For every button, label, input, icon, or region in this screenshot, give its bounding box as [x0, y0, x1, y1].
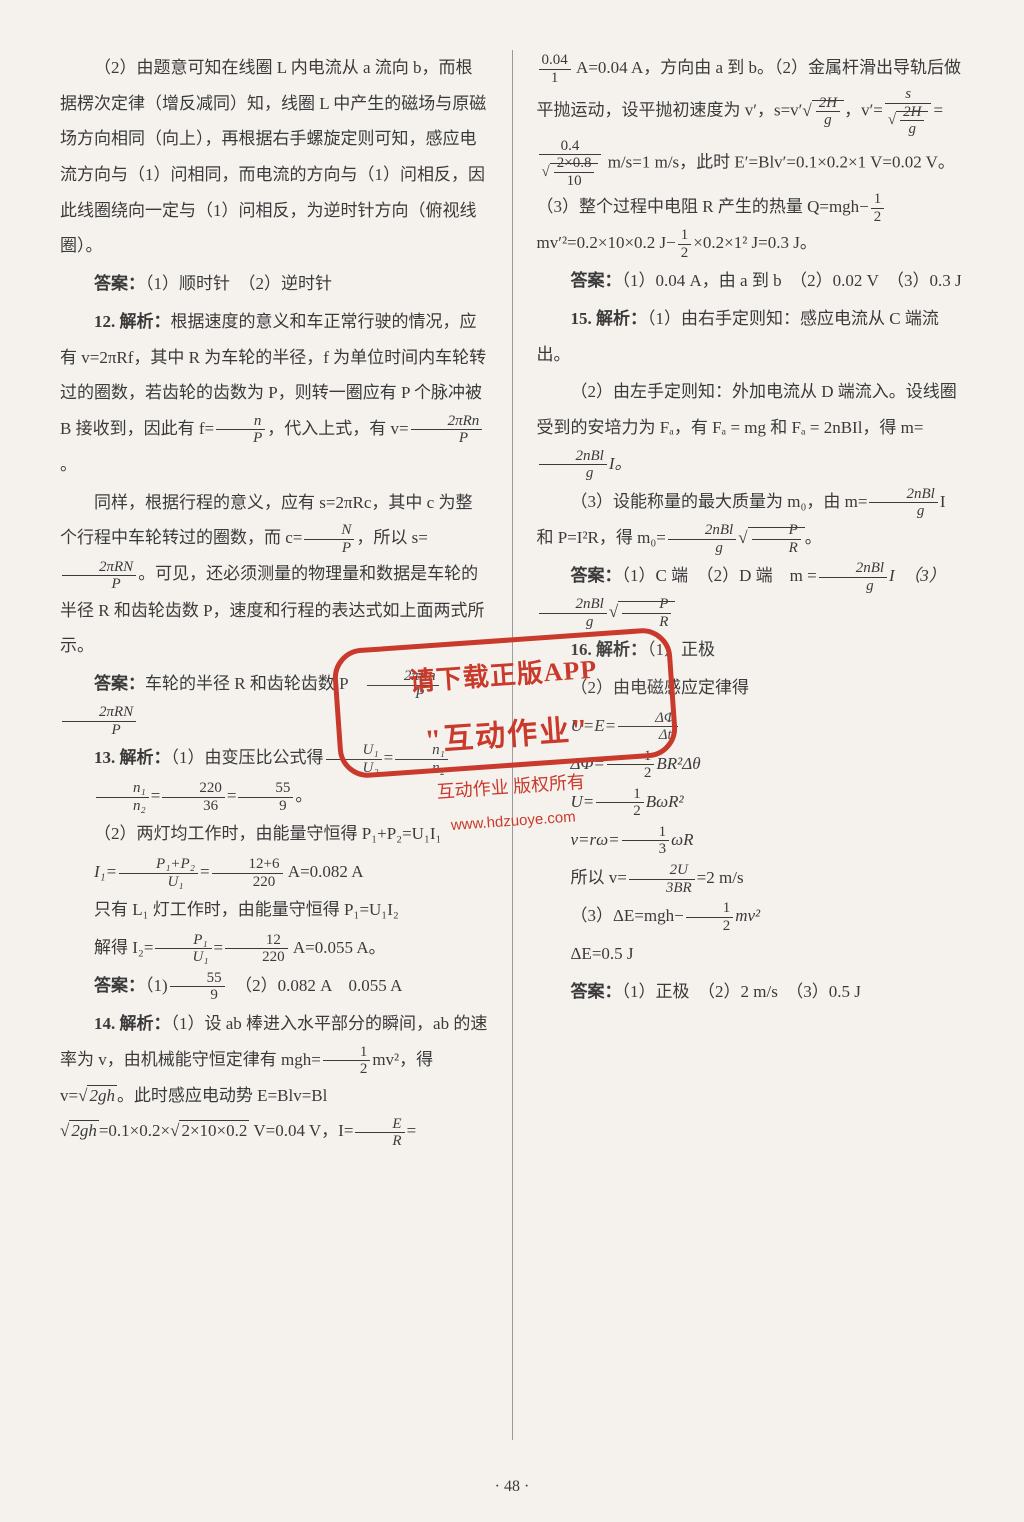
answer-16: 答案：（1）正极 （2）2 m/s （3）0.5 J [537, 974, 965, 1010]
problem-15c: （3）设能称量的最大质量为 m₀，由 m=2nBlgI 和 P=I²R，得 m₀… [537, 484, 965, 556]
problem-13d: I₁=P₁+P₂U₁=12+6220 A=0.082 A [60, 854, 488, 890]
left-column: （2）由题意可知在线圈 L 内电流从 a 流向 b，而根据楞次定律（增反减同）知… [60, 50, 488, 1440]
problem-13b: n₁n₂=22036=559。 [60, 778, 488, 814]
problem-13f: 解得 I₂=P₁U₁=12220 A=0.055 A。 [60, 930, 488, 966]
problem-16a: 16. 解析：（1）正极 [537, 632, 965, 668]
problem-12: 12. 解析：根据速度的意义和车正常行驶的情况，应有 v=2πRf，其中 R 为… [60, 304, 488, 483]
answer-13: 答案：（1)559 （2）0.082 A 0.055 A [60, 968, 488, 1004]
problem-12b: 同样，根据行程的意义，应有 s=2πRc，其中 c 为整个行程中车轮转过的圈数，… [60, 485, 488, 664]
content-columns: （2）由题意可知在线圈 L 内电流从 a 流向 b，而根据楞次定律（增反减同）知… [60, 50, 964, 1440]
problem-14: 14. 解析：（1）设 ab 棒进入水平部分的瞬间，ab 的速率为 v，由机械能… [60, 1006, 488, 1150]
answer-14: 答案：（1）0.04 A，由 a 到 b （2）0.02 V （3）0.3 J [537, 263, 965, 299]
problem-16g: 所以 v=2U3BR=2 m/s [537, 860, 965, 896]
problem-16f: v=rω=13ωR [537, 822, 965, 858]
problem-13e: 只有 L₁ 灯工作时，由能量守恒得 P₁=U₁I₂ [60, 892, 488, 928]
problem-16d: ΔΦ=12BR²Δθ [537, 746, 965, 782]
problem-11-2: （2）由题意可知在线圈 L 内电流从 a 流向 b，而根据楞次定律（增反减同）知… [60, 50, 488, 264]
problem-16h: （3）ΔE=mgh−12mv² [537, 898, 965, 934]
answer-12: 答案：车轮的半径 R 和齿轮齿数 P 2πRnP 2πRNP [60, 666, 488, 738]
column-divider [512, 50, 513, 1440]
problem-16b: （2）由电磁感应定律得 [537, 670, 965, 706]
problem-13c: （2）两灯均工作时，由能量守恒得 P₁+P₂=U₁I₁ [60, 816, 488, 852]
problem-15b: （2）由左手定则知：外加电流从 D 端流入。设线圈受到的安培力为 Fₐ，有 Fₐ… [537, 374, 965, 481]
problem-16e: U=12BωR² [537, 784, 965, 820]
problem-16i: ΔE=0.5 J [537, 936, 965, 972]
page-number: · 48 · [0, 1470, 1024, 1504]
right-column: 0.041 A=0.04 A，方向由 a 到 b。（2）金属杆滑出导轨后做平抛运… [537, 50, 965, 1440]
answer-11: 答案：（1）顺时针 （2）逆时针 [60, 266, 488, 302]
problem-13: 13. 解析：（1）由变压比公式得U₁U₂=n₁n₂ [60, 740, 488, 776]
problem-14-cont: 0.041 A=0.04 A，方向由 a 到 b。（2）金属杆滑出导轨后做平抛运… [537, 50, 965, 261]
problem-15a: 15. 解析：（1）由右手定则知：感应电流从 C 端流出。 [537, 301, 965, 372]
problem-16c: U=E=ΔΦΔt [537, 708, 965, 744]
answer-15: 答案：（1）C 端 （2）D 端 m =2nBlgI （3）2nBlgPR [537, 558, 965, 630]
